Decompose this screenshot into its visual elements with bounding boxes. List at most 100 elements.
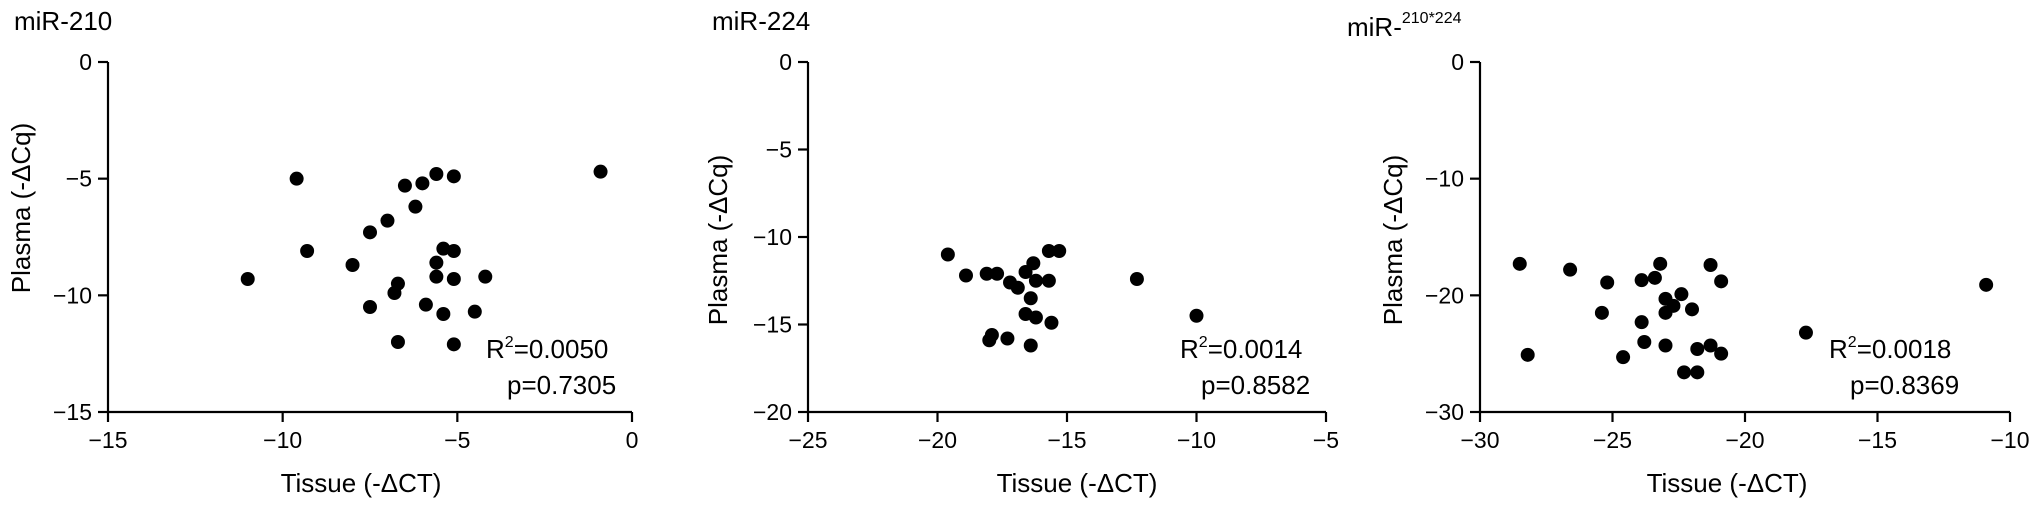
- scatter-point: [979, 266, 994, 281]
- x-tick-label: −20: [1725, 427, 1764, 453]
- scatter-point: [363, 225, 377, 240]
- scatter-point: [446, 244, 461, 258]
- y-tick-label: −10: [53, 282, 92, 308]
- x-tick-label: −5: [444, 427, 470, 453]
- scatter-point: [940, 247, 955, 262]
- tick-labels: −30 −25 −20 −15 −10 0 −10 −20 −30: [1425, 49, 2030, 453]
- scatter-point: [1026, 256, 1041, 271]
- scatter-point: [240, 272, 255, 286]
- scatter-point: [1041, 244, 1056, 258]
- x-tick-label: −10: [263, 427, 302, 453]
- y-tick-label: −5: [66, 166, 92, 192]
- r-squared-annotation: R2=0.0018: [1829, 334, 1951, 364]
- scatter-point: [990, 266, 1005, 281]
- y-tick-label: 0: [779, 49, 792, 75]
- scatter-point: [1044, 315, 1059, 330]
- r2-exponent: 2: [505, 334, 514, 351]
- r2-letter: R: [1180, 334, 1199, 364]
- scatter-point: [1129, 272, 1144, 286]
- scatter-point: [1798, 325, 1813, 340]
- scatter-point: [1685, 302, 1699, 317]
- r2-letter: R: [1829, 334, 1848, 364]
- scatter-point: [1023, 291, 1038, 306]
- data-points: [240, 164, 608, 352]
- y-tick-label: 0: [79, 49, 92, 75]
- scatter-point: [380, 213, 395, 228]
- y-axis-label: Plasma (-ΔCq): [1378, 155, 1408, 326]
- x-axis-label: Tissue (-ΔCT): [997, 468, 1158, 498]
- scatter-point: [363, 300, 377, 314]
- scatter-point: [1512, 256, 1527, 271]
- scatter-point: [1594, 305, 1609, 320]
- scatter-point: [446, 169, 461, 184]
- y-tick-label: −10: [753, 224, 792, 250]
- tick-labels: −25 −20 −15 −10 −50−5−10−15−20: [753, 49, 1339, 453]
- x-tick-label: −25: [788, 427, 827, 453]
- scatter-point: [478, 269, 493, 284]
- scatter-point: [1028, 273, 1043, 288]
- panel-title: miR-210: [14, 6, 112, 36]
- r2-exponent: 2: [1848, 334, 1857, 351]
- scatter-point: [982, 333, 997, 348]
- scatter-point: [1677, 365, 1692, 380]
- scatter-point: [1637, 335, 1652, 349]
- scatter-point: [1703, 258, 1718, 272]
- r2-value: =0.0018: [1857, 334, 1952, 364]
- p-value-annotation: p=0.8582: [1201, 370, 1310, 400]
- r-squared-annotation: R2=0.0014: [1180, 334, 1302, 364]
- x-tick-label: −25: [1593, 427, 1632, 453]
- scatter-point: [429, 167, 444, 181]
- y-tick-label: −15: [753, 312, 792, 338]
- scatter-point: [1653, 256, 1668, 271]
- scatter-point: [593, 164, 608, 179]
- axes: [98, 60, 634, 422]
- panel-title: miR-210*224: [1347, 10, 1462, 42]
- scatter-point: [418, 297, 433, 312]
- scatter-point: [1052, 244, 1067, 258]
- scatter-point: [436, 307, 451, 321]
- x-tick-label: −20: [918, 427, 957, 453]
- scatter-point: [1520, 347, 1535, 362]
- scatter-point: [289, 171, 304, 186]
- scatter-point: [1634, 273, 1649, 288]
- scatter-point: [390, 335, 405, 349]
- y-tick-label: −20: [1425, 282, 1464, 308]
- x-tick-label: −10: [1990, 427, 2029, 453]
- scatter-point: [1714, 274, 1729, 289]
- scatter-point: [1189, 308, 1204, 323]
- y-tick-label: −20: [753, 399, 792, 425]
- scatter-point: [387, 286, 402, 300]
- panel-title-superscript: 210*224: [1402, 10, 1462, 27]
- scatter-point: [1647, 270, 1662, 285]
- x-tick-label: −15: [1047, 427, 1086, 453]
- scatter-point: [1028, 310, 1043, 325]
- x-axis-label: Tissue (-ΔCT): [1647, 468, 1808, 498]
- scatter-point: [1563, 262, 1578, 277]
- scatter-point: [446, 272, 461, 286]
- r-squared-annotation: R2=0.0050: [486, 334, 608, 364]
- scatter-point: [429, 255, 444, 270]
- scatter-point: [1690, 342, 1705, 356]
- r2-value: =0.0014: [1208, 334, 1303, 364]
- x-tick-label: −10: [1177, 427, 1216, 453]
- x-tick-label: 0: [626, 427, 639, 453]
- x-axis-label: Tissue (-ΔCT): [281, 468, 442, 498]
- r2-value: =0.0050: [514, 334, 609, 364]
- panel-title: miR-224: [712, 6, 810, 36]
- scatter-point: [1000, 331, 1015, 346]
- scatter-point: [1703, 338, 1718, 353]
- p-value-annotation: p=0.7305: [507, 370, 616, 400]
- scatter-point: [429, 269, 444, 284]
- panel-mir-210-224: miR-210*224 −30 −25 −20 −15 −10 0 −10 −20 −30 Ti…: [1347, 10, 2030, 498]
- scatter-point: [1674, 287, 1689, 302]
- y-tick-label: −5: [766, 137, 792, 163]
- scatter-point: [446, 337, 461, 352]
- y-tick-label: −30: [1425, 399, 1464, 425]
- data-points: [1512, 256, 1994, 380]
- r2-letter: R: [486, 334, 505, 364]
- x-tick-label: −15: [1858, 427, 1897, 453]
- scatter-point: [397, 178, 412, 193]
- x-tick-label: −30: [1460, 427, 1499, 453]
- scatter-point: [415, 176, 430, 191]
